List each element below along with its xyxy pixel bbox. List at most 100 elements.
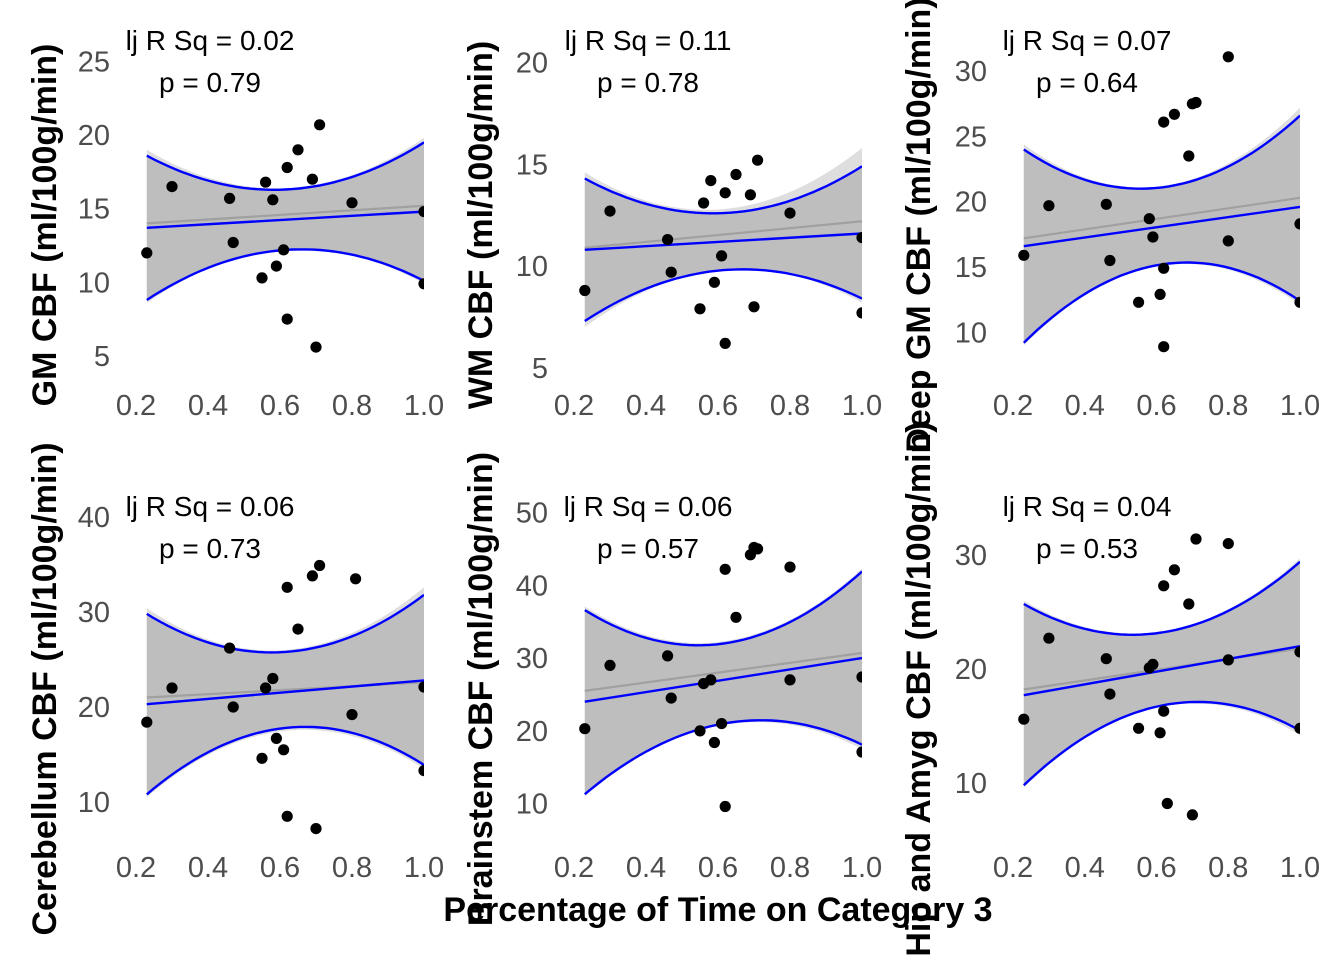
data-point bbox=[856, 746, 862, 758]
ci-upper-line bbox=[146, 593, 424, 654]
panel-5: 0.2 0.4 0.6 0.8 1.0 10 20 30 40 50 Brainstem CBF (… bbox=[462, 452, 882, 926]
data-point bbox=[418, 681, 424, 693]
x-tick-label: 0.2 bbox=[116, 852, 156, 884]
data-point bbox=[278, 744, 290, 756]
data-point bbox=[306, 570, 318, 582]
data-point bbox=[1222, 654, 1234, 666]
data-point bbox=[1100, 198, 1112, 210]
data-point bbox=[784, 561, 796, 573]
data-point bbox=[1018, 249, 1030, 261]
data-point bbox=[604, 659, 616, 672]
y-axis-title: GM CBF (ml/100g/min) bbox=[26, 44, 64, 407]
data-point bbox=[227, 236, 239, 249]
y-tick-label: 40 bbox=[516, 570, 548, 602]
regression-line-gray bbox=[146, 204, 424, 225]
x-tick-label: 0.6 bbox=[1136, 852, 1176, 884]
data-point bbox=[1158, 580, 1170, 592]
y-tick-label: 20 bbox=[955, 654, 987, 686]
y-tick-label: 20 bbox=[78, 692, 110, 724]
data-point bbox=[1158, 705, 1170, 717]
data-point bbox=[278, 244, 290, 256]
panel-1: 0.2 0.4 0.6 0.8 1.0 5 10 15 20 25 GM CBF (ml/100g/… bbox=[26, 25, 444, 422]
data-point bbox=[1190, 533, 1202, 545]
confidence-band bbox=[146, 594, 424, 795]
y-tick-label: 30 bbox=[955, 56, 987, 88]
data-point bbox=[1186, 809, 1198, 821]
data-point bbox=[1100, 653, 1112, 665]
panel-6: 0.2 0.4 0.6 0.8 1.0 10 20 30 Hip and Amyg CBF (m… bbox=[900, 421, 1320, 956]
ci-upper-line bbox=[584, 570, 862, 647]
data-point bbox=[281, 581, 293, 593]
y-axis-title: Hip and Amyg CBF (ml/100g/min) bbox=[900, 421, 938, 956]
data-point bbox=[350, 573, 362, 585]
x-tick-label: 0.4 bbox=[188, 390, 228, 422]
adj-r-squared-label: lj R Sq = 0.11 bbox=[565, 25, 732, 56]
data-point bbox=[281, 810, 293, 822]
x-tick-label: 0.6 bbox=[260, 852, 300, 884]
data-point bbox=[1158, 262, 1170, 274]
data-point bbox=[166, 181, 178, 193]
panel-4: 0.2 0.4 0.6 0.8 1.0 10 20 30 40 Cerebellum CBF (m… bbox=[26, 442, 444, 935]
data-point bbox=[281, 313, 293, 325]
data-point bbox=[1043, 200, 1055, 212]
data-point bbox=[708, 276, 721, 288]
y-tick-label: 30 bbox=[78, 597, 110, 629]
confidence-band bbox=[146, 142, 424, 300]
y-tick-label: 30 bbox=[516, 643, 548, 675]
y-tick-label: 20 bbox=[78, 120, 110, 152]
p-value-label: p = 0.78 bbox=[597, 67, 699, 98]
x-tick-label: 0.4 bbox=[626, 390, 666, 422]
y-tick-label: 40 bbox=[78, 502, 110, 534]
x-axis-title: Percentage of Time on Category 3 bbox=[443, 891, 992, 929]
data-point bbox=[418, 278, 424, 290]
y-tick-label: 10 bbox=[955, 768, 987, 800]
data-point bbox=[1222, 538, 1234, 550]
data-point bbox=[856, 307, 862, 319]
x-tick-label: 0.2 bbox=[116, 390, 156, 422]
y-tick-label: 15 bbox=[516, 149, 548, 181]
data-point bbox=[579, 723, 591, 735]
data-point bbox=[719, 563, 731, 575]
p-value-label: p = 0.64 bbox=[1036, 67, 1138, 98]
data-point bbox=[784, 674, 796, 686]
panel-2: 0.2 0.4 0.6 0.8 1.0 5 10 15 20 WM CBF (ml/100g/mi… bbox=[462, 25, 882, 422]
data-point bbox=[579, 284, 591, 297]
data-point bbox=[166, 682, 178, 694]
y-tick-label: 25 bbox=[955, 121, 987, 153]
data-point bbox=[314, 119, 326, 131]
y-tick-label: 10 bbox=[78, 787, 110, 819]
regression-line-gray bbox=[1023, 196, 1300, 240]
data-point bbox=[708, 736, 721, 749]
data-point bbox=[1183, 150, 1195, 162]
data-point bbox=[260, 682, 272, 694]
ci-upper-line bbox=[146, 141, 424, 191]
plot-area bbox=[579, 148, 862, 349]
data-point bbox=[730, 611, 742, 623]
data-point bbox=[346, 709, 358, 721]
data-point bbox=[141, 247, 153, 259]
x-tick-label: 0.8 bbox=[1208, 852, 1248, 884]
data-point bbox=[1294, 722, 1300, 734]
x-tick-label: 1.0 bbox=[404, 852, 444, 884]
data-point bbox=[1161, 797, 1173, 810]
data-point bbox=[310, 823, 322, 835]
y-tick-label: 10 bbox=[78, 267, 110, 299]
data-point bbox=[716, 250, 728, 262]
ci-lower-line bbox=[584, 268, 862, 323]
x-tick-label: 0.8 bbox=[1208, 390, 1248, 422]
confidence-band bbox=[584, 571, 862, 795]
ci-upper-line bbox=[1023, 560, 1300, 637]
plot-area bbox=[141, 559, 424, 835]
data-point bbox=[1104, 254, 1116, 267]
plot-area bbox=[1018, 533, 1300, 821]
y-tick-label: 5 bbox=[94, 341, 110, 373]
regression-line bbox=[146, 210, 424, 230]
data-point bbox=[856, 671, 862, 683]
data-point bbox=[694, 303, 706, 315]
data-point bbox=[292, 144, 304, 156]
adj-r-squared-label: lj R Sq = 0.06 bbox=[126, 491, 295, 522]
data-point bbox=[705, 175, 717, 187]
panel-3: 0.2 0.4 0.6 0.8 1.0 10 15 20 25 30 Deep GM CBF (ml… bbox=[900, 0, 1320, 453]
data-point bbox=[267, 194, 279, 206]
